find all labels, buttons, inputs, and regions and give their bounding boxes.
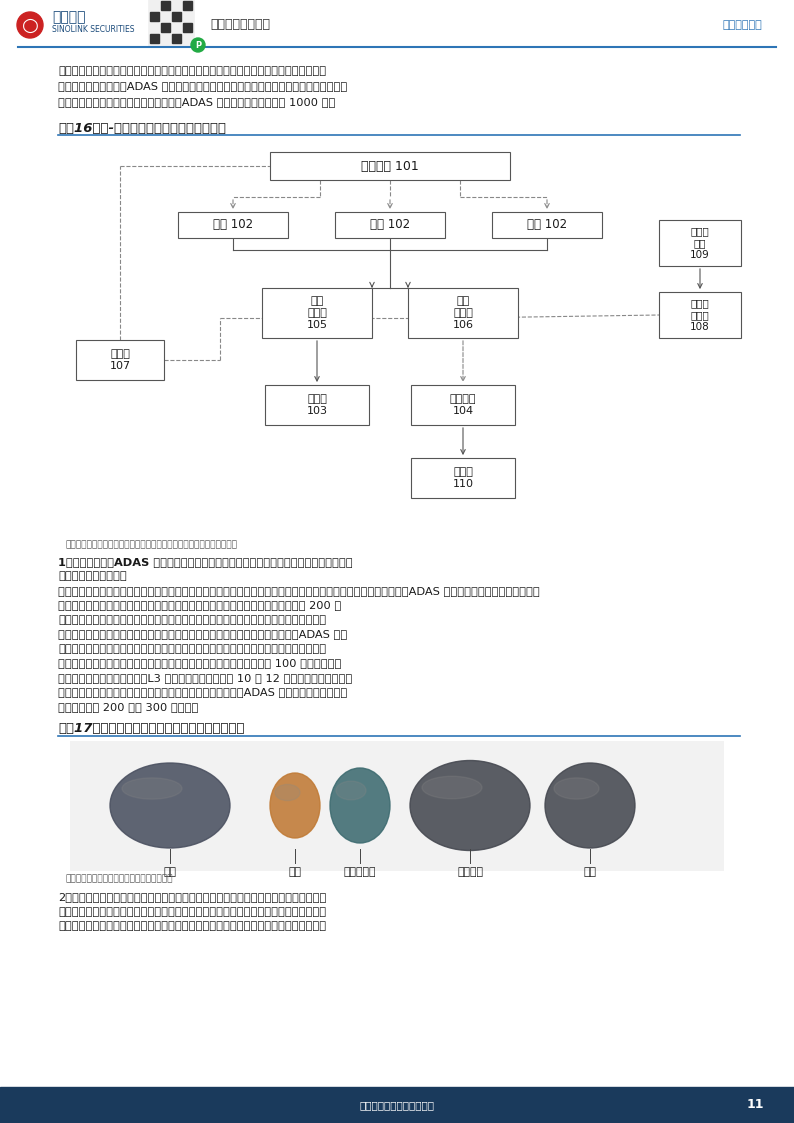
Text: 上。电磁切换阀可以选择性清洗，简化清洗流体布线，减少管道和泵数量，并降低功耗。: 上。电磁切换阀可以选择性清洗，简化清洗流体布线，减少管道和泵数量，并降低功耗。 <box>58 922 326 931</box>
Text: 统，因而相关产品结构会更为复杂精密，ADAS 清洗系统单车价值量约 1000 元。: 统，因而相关产品结构会更为复杂精密，ADAS 清洗系统单车价值量约 1000 元… <box>58 97 335 107</box>
Text: 1）智能清洗泵：ADAS 传感器清洗产品的核心部件，主要由清洗电机、端盖、壳体、叶轮: 1）智能清洗泵：ADAS 传感器清洗产品的核心部件，主要由清洗电机、端盖、壳体、… <box>58 557 353 567</box>
Text: 驾驶汽车有多个传感器窗口，L3 级自动驾驶汽车普遍有 10 到 12 个外置传感器窗口需要: 驾驶汽车有多个传感器窗口，L3 级自动驾驶汽车普遍有 10 到 12 个外置传感… <box>58 673 353 683</box>
Circle shape <box>191 38 205 52</box>
FancyBboxPatch shape <box>411 458 515 497</box>
Bar <box>148 0 194 45</box>
Text: 叶轮: 叶轮 <box>288 867 302 877</box>
Text: 左右，全车根据传感器数量安装不同数目的清洗泵产品，主要供应商有恒帅股份、大陆集: 左右，全车根据传感器数量安装不同数目的清洗泵产品，主要供应商有恒帅股份、大陆集 <box>58 615 326 626</box>
Text: 来源：恒帅股份招股说明书，国金证券研究所: 来源：恒帅股份招股说明书，国金证券研究所 <box>65 875 172 884</box>
Text: 图表16：液-气混合激光雷达清洁系统结构图: 图表16：液-气混合激光雷达清洁系统结构图 <box>58 122 226 135</box>
Ellipse shape <box>122 778 182 800</box>
FancyBboxPatch shape <box>492 212 602 238</box>
FancyBboxPatch shape <box>411 385 515 424</box>
Text: 喷嘴 102: 喷嘴 102 <box>213 219 253 231</box>
Text: 喷嘴 102: 喷嘴 102 <box>370 219 410 231</box>
Text: 化要求程度较高、同时需要保证体积更小、输出扭矩更大。单个清洗泵的价值量在 200 元: 化要求程度较高、同时需要保证体积更小、输出扭矩更大。单个清洗泵的价值量在 200… <box>58 601 341 611</box>
Text: 通清洗泵，仅用于前后挡风玻璃和大灯清洗，传统清洗泵单个价值量在 100 元左右。智能: 通清洗泵，仅用于前后挡风玻璃和大灯清洗，传统清洗泵单个价值量在 100 元左右。… <box>58 658 341 668</box>
Text: 图表17：清洗泵是激光雷达清洗系统主要组成部分: 图表17：清洗泵是激光雷达清洗系统主要组成部分 <box>58 722 245 736</box>
Ellipse shape <box>275 784 300 801</box>
Text: 控制器
107: 控制器 107 <box>110 349 130 371</box>
Text: 雨刮器
电磁阀
108: 雨刮器 电磁阀 108 <box>690 299 710 331</box>
Ellipse shape <box>110 763 230 848</box>
FancyBboxPatch shape <box>335 212 445 238</box>
Text: 清洗泵负责将洗涤液从洗涤液罐中抽出，通过管路系统及喷嘴，将洗涤液喷射到指定位置。随着传感器的配置增多，ADAS 传感器清洗系统中的清洗泵智能: 清洗泵负责将洗涤液从洗涤液罐中抽出，通过管路系统及喷嘴，将洗涤液喷射到指定位置。… <box>58 586 540 596</box>
Bar <box>183 22 192 31</box>
Text: 行业深度研究: 行业深度研究 <box>723 20 762 30</box>
Bar <box>0 1087 794 1123</box>
Text: 储气筒
103: 储气筒 103 <box>306 394 327 416</box>
Text: 2）电磁阀门：一般有电磁开关阀和电磁切换阀两种。电磁开关阀可以在喷嘴附近接阵列: 2）电磁阀门：一般有电磁开关阀和电磁切换阀两种。电磁开关阀可以在喷嘴附近接阵列 <box>58 893 326 903</box>
Text: 洗涤罐
110: 洗涤罐 110 <box>453 467 473 489</box>
Text: 和其他配件组装而成。: 和其他配件组装而成。 <box>58 572 127 582</box>
Text: 洗涤电机
104: 洗涤电机 104 <box>449 394 476 416</box>
Text: 器清洗系统所覆盖的清洗点位多且分散，洁净度要求高。传统汽车清洗泵通常为单通或双: 器清洗系统所覆盖的清洗点位多且分散，洁净度要求高。传统汽车清洗泵通常为单通或双 <box>58 643 326 654</box>
Text: 国金证券: 国金证券 <box>52 10 86 24</box>
Bar <box>183 1 192 10</box>
FancyBboxPatch shape <box>659 292 741 338</box>
Text: 密封座组件: 密封座组件 <box>344 867 376 877</box>
Text: ○: ○ <box>21 16 38 35</box>
Text: 清洗电机: 清洗电机 <box>457 867 483 877</box>
FancyBboxPatch shape <box>659 220 741 266</box>
Text: 喷嘴 102: 喷嘴 102 <box>527 219 567 231</box>
Bar <box>150 34 159 43</box>
Bar <box>161 22 170 31</box>
FancyBboxPatch shape <box>265 385 369 424</box>
Text: 传感器清洗系统适配未来高级别自动驾驶领域，产品构成主要包括智能清洗泵、液罐、管: 传感器清洗系统适配未来高级别自动驾驶领域，产品构成主要包括智能清洗泵、液罐、管 <box>58 66 326 76</box>
Ellipse shape <box>554 778 599 800</box>
Text: 单个价格量在 200 元到 300 元之间。: 单个价格量在 200 元到 300 元之间。 <box>58 702 198 712</box>
Text: 团等。更智能化的清洗泵是单车价值量上升的主要原因，相较于传统清洗系统，ADAS 传感: 团等。更智能化的清洗泵是单车价值量上升的主要原因，相较于传统清洗系统，ADAS … <box>58 630 347 639</box>
Ellipse shape <box>545 763 635 848</box>
Ellipse shape <box>336 782 366 800</box>
Bar <box>172 12 181 21</box>
Bar <box>150 12 159 21</box>
Text: 路、电磁阀、喷嘴等。ADAS 系统的传感器数量较多，需要清洗的点位会远多于传统清洗系: 路、电磁阀、喷嘴等。ADAS 系统的传感器数量较多，需要清洗的点位会远多于传统清… <box>58 82 347 91</box>
FancyBboxPatch shape <box>408 287 518 338</box>
Text: 扫码获取更多服务: 扫码获取更多服务 <box>210 18 270 31</box>
Text: 排布，也可以放置在车辆集中位置的管汇中，以最有效的方式将流体分配到多个清洗喷嘴: 排布，也可以放置在车辆集中位置的管汇中，以最有效的方式将流体分配到多个清洗喷嘴 <box>58 907 326 917</box>
Circle shape <box>17 12 43 38</box>
Bar <box>70 740 724 870</box>
Text: 壳体: 壳体 <box>164 867 176 877</box>
Ellipse shape <box>422 776 482 798</box>
Bar <box>58 137 740 551</box>
Text: 来源：《激光雷达清洗系统、方法、设备及存储介质》，国金证券研究所: 来源：《激光雷达清洗系统、方法、设备及存储介质》，国金证券研究所 <box>65 540 237 549</box>
Text: 气路
电磁阀
105: 气路 电磁阀 105 <box>306 296 327 329</box>
FancyBboxPatch shape <box>178 212 288 238</box>
Text: 雨刮器
喷嘴
109: 雨刮器 喷嘴 109 <box>690 227 710 259</box>
Ellipse shape <box>330 768 390 843</box>
Bar <box>161 1 170 10</box>
Text: SINOLINK SECURITIES: SINOLINK SECURITIES <box>52 25 134 34</box>
FancyBboxPatch shape <box>262 287 372 338</box>
Text: 敬请参阅最后一页特别声明: 敬请参阅最后一页特别声明 <box>360 1101 434 1110</box>
FancyBboxPatch shape <box>270 152 510 180</box>
Bar <box>172 34 181 43</box>
Ellipse shape <box>270 773 320 838</box>
Text: 激光雷达 101: 激光雷达 101 <box>361 159 419 173</box>
Text: P: P <box>195 40 201 49</box>
Text: 端盖: 端盖 <box>584 867 596 877</box>
Text: 清洗，清洗的系统更加复杂，也需要更加智能化的清洁能力，ADAS 清洁系统的智能清洗泵: 清洗，清洗的系统更加复杂，也需要更加智能化的清洁能力，ADAS 清洁系统的智能清… <box>58 687 347 697</box>
FancyBboxPatch shape <box>76 340 164 380</box>
Text: 水路
电磁阀
106: 水路 电磁阀 106 <box>453 296 473 329</box>
Ellipse shape <box>410 760 530 850</box>
Text: 11: 11 <box>746 1098 764 1112</box>
